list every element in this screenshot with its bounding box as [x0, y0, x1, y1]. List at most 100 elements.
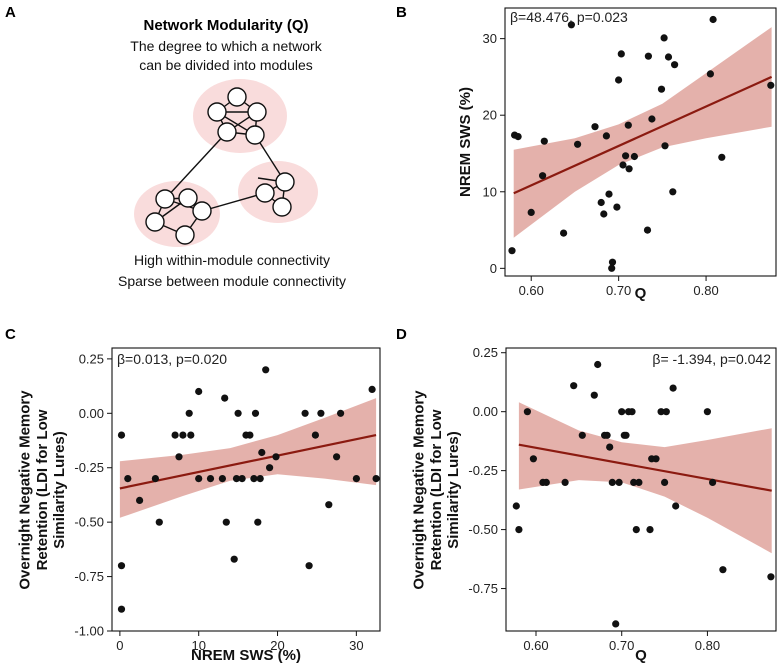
chart-b-point-29	[661, 142, 669, 150]
chart-ldi-vs-nrem: 0 10 20 30 0.25 0.00 -0.25 -0.50 -0.75 -1.00 β=0.0…	[17, 347, 381, 664]
chart-d-point-1	[515, 526, 523, 534]
chart-c-point-11	[187, 431, 195, 439]
chart-d-point-2	[523, 408, 532, 416]
network-nodes	[145, 87, 295, 245]
chart-b-ytick-label-0: 0	[490, 261, 497, 276]
chart-c-point-36	[325, 501, 333, 509]
chart-c-ylabel-line-1: Overnight Negative Memory	[17, 390, 34, 590]
chart-d-point-31	[669, 384, 677, 392]
chart-d-point-23	[632, 526, 640, 534]
chart-b-stat-annotation: β=48.476, p=0.023	[510, 9, 628, 25]
chart-c-point-13	[195, 475, 203, 483]
chart-b-point-23	[630, 152, 639, 161]
chart-c-ylabel: Overnight Negative MemoryRetention (LDI …	[17, 390, 69, 590]
chart-d-point-14	[608, 478, 616, 486]
chart-d-ytick-label--0-75: -0.75	[468, 581, 498, 596]
chart-b-point-35	[718, 153, 726, 161]
chart-d-ylabel: Overnight Negative MemoryRetention (LDI …	[411, 390, 463, 590]
chart-b-point-12	[602, 132, 611, 140]
chart-b-frame	[504, 7, 777, 277]
chart-d-point-36	[767, 573, 775, 581]
chart-c-point-28	[258, 448, 266, 457]
chart-c-xtick-label-10: 10	[191, 638, 205, 653]
chart-b-point-19	[619, 161, 627, 169]
chart-b-point-30	[664, 53, 673, 61]
chart-c-frame	[111, 347, 381, 632]
chart-d-point-17	[618, 408, 626, 416]
panel-letter-b: B	[396, 4, 407, 21]
chart-b-point-4	[539, 172, 547, 180]
chart-d-ylabel-line-1: Overnight Negative Memory	[411, 390, 428, 590]
chart-b-point-15	[608, 258, 617, 266]
chart-c-point-6	[155, 518, 163, 526]
chart-b-point-26	[648, 115, 656, 123]
chart-d-point-5	[542, 478, 550, 486]
chart-c-point-35	[317, 409, 325, 417]
chart-c-ytick-label-0-25: 0.25	[79, 351, 104, 366]
chart-c-xtick-label-20: 20	[270, 638, 284, 653]
chart-c-point-34	[311, 431, 319, 439]
chart-c-point-1	[117, 562, 126, 570]
chart-b-point-3	[527, 208, 535, 216]
chart-c-point-24	[250, 475, 258, 483]
chart-b-point-28	[660, 34, 668, 42]
chart-c-point-2	[117, 605, 126, 613]
chart-d-xtick-label-0-60: 0.60	[523, 638, 548, 653]
chart-b-point-0	[508, 247, 516, 255]
chart-d-ytick-label--0-50: -0.50	[468, 522, 498, 537]
chart-c-point-12	[195, 387, 203, 396]
chart-b-point-33	[706, 70, 715, 78]
chart-b-xtick-label-0-80: 0.80	[693, 283, 718, 298]
diagram-title: Network Modularity (Q)	[143, 17, 308, 34]
chart-c-point-39	[352, 475, 360, 483]
chart-c-point-7	[171, 431, 179, 439]
chart-c-ytick-label--0-50: -0.50	[74, 515, 104, 530]
chart-d-ytick-label-0-00: 0.00	[473, 404, 498, 419]
chart-d-xtick-label-0-70: 0.70	[609, 638, 634, 653]
chart-d-point-12	[603, 431, 611, 439]
chart-b-point-31	[669, 188, 677, 196]
chart-b-point-18	[617, 50, 625, 58]
chart-d-point-24	[635, 478, 643, 486]
chart-b-point-2	[514, 133, 522, 141]
panel-letter-c: C	[5, 326, 16, 343]
chart-d-ytick-label--0-25: -0.25	[468, 463, 498, 478]
chart-c-point-16	[221, 394, 229, 402]
diagram-caption-line1: High within-module connectivity	[134, 252, 330, 268]
chart-b-point-14	[608, 264, 616, 272]
diagram-subtitle-line1: The degree to which a network	[130, 38, 322, 54]
chart-b-ytick-label-10: 10	[483, 184, 497, 199]
chart-d-point-28	[657, 408, 665, 416]
chart-d-point-30	[662, 408, 670, 416]
chart-c-ylabel-line-3: Similarity Lures)	[51, 431, 68, 549]
chart-c-point-5	[151, 475, 159, 483]
chart-c-point-31	[272, 453, 280, 461]
chart-d-point-13	[606, 443, 614, 451]
chart-b-point-11	[600, 210, 608, 218]
chart-c-point-23	[246, 431, 254, 439]
chart-c-point-10	[185, 409, 193, 417]
chart-d-frame	[505, 347, 777, 632]
chart-c-point-32	[301, 409, 309, 417]
chart-c-stat-annotation: β=0.013, p=0.020	[117, 351, 227, 367]
chart-c-point-14	[206, 475, 215, 483]
chart-c-point-25	[251, 409, 260, 417]
chart-c-point-38	[337, 409, 345, 417]
chart-c-point-15	[218, 475, 226, 483]
chart-d-ylabel-line-2: Retention (LDI for Low	[428, 409, 445, 570]
module-right	[238, 161, 318, 223]
chart-c-point-40	[368, 385, 376, 393]
chart-c-point-37	[333, 453, 341, 461]
chart-c-ytick-label--0-75: -0.75	[74, 569, 104, 584]
chart-b-ytick-label-30: 30	[483, 31, 497, 46]
chart-d-point-21	[628, 408, 636, 416]
panel-letter-a: A	[5, 4, 16, 21]
chart-d-point-35	[719, 566, 727, 574]
chart-d-point-9	[590, 391, 598, 399]
chart-c-ci-band	[119, 398, 377, 518]
chart-c-point-17	[222, 518, 230, 526]
diagram-caption-line2: Sparse between module connectivity	[118, 273, 346, 289]
chart-c-xtick-label-30: 30	[349, 638, 363, 653]
chart-d-point-8	[578, 431, 586, 439]
